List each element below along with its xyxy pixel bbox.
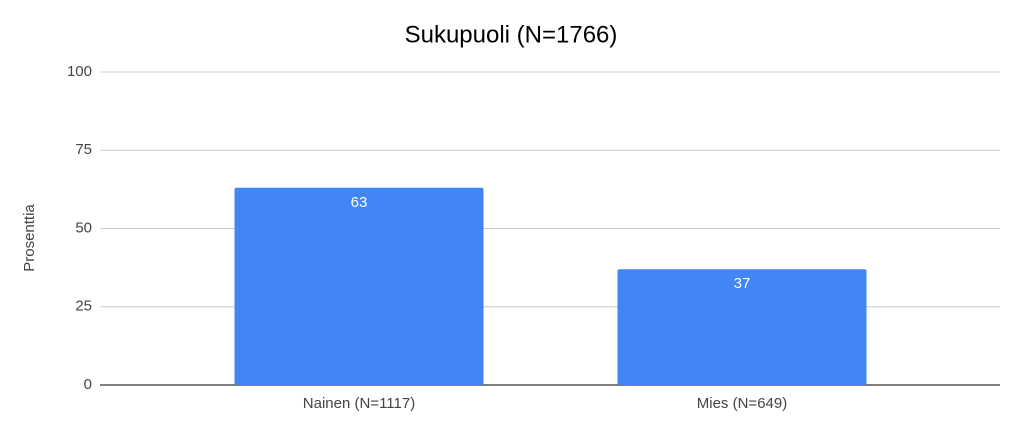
- y-tick-label: 75: [75, 141, 92, 158]
- y-tick-label: 50: [75, 219, 92, 236]
- x-tick-label: Mies (N=649): [697, 395, 787, 412]
- bar: [617, 269, 867, 385]
- y-tick-label: 100: [67, 63, 92, 80]
- y-tick-label: 0: [84, 376, 92, 393]
- y-tick-label: 25: [75, 298, 92, 315]
- chart-title: Sukupuoli (N=1766): [405, 21, 618, 48]
- data-label: 37: [734, 275, 751, 292]
- bar: [234, 187, 484, 385]
- data-label: 63: [351, 194, 368, 211]
- x-tick-label: Nainen (N=1117): [303, 395, 415, 412]
- y-axis-label: Prosenttia: [21, 204, 38, 272]
